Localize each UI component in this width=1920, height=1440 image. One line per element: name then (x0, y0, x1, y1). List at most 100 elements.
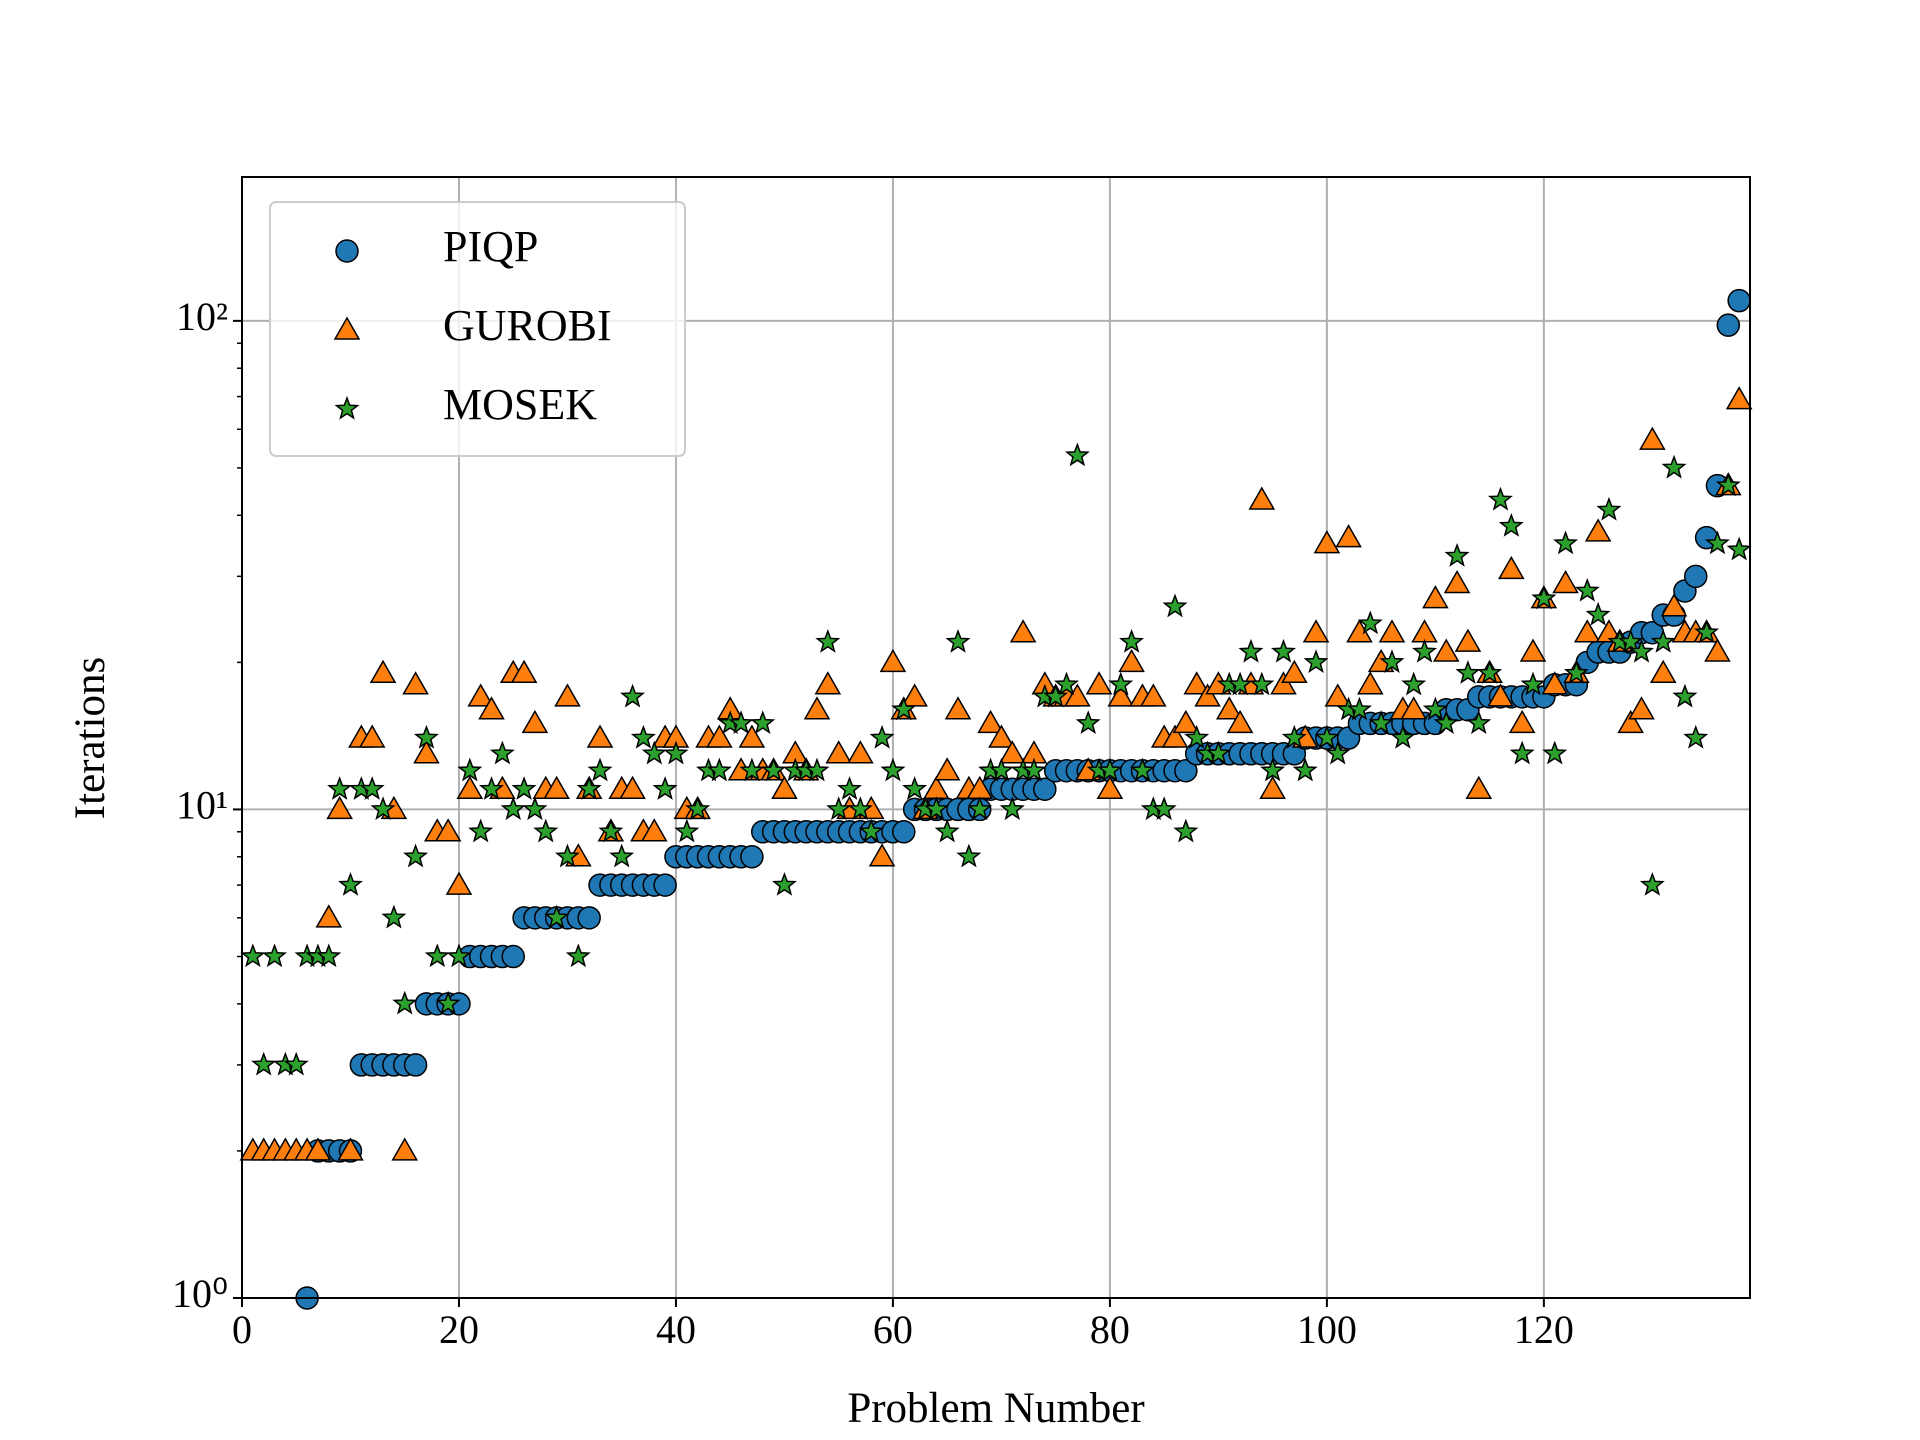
point (468, 818, 494, 843)
point (1356, 671, 1384, 695)
point (706, 757, 732, 782)
x-tick-label: 40 (656, 1307, 696, 1352)
point (1574, 577, 1600, 602)
point (1432, 638, 1460, 662)
point (1172, 709, 1200, 734)
point (944, 696, 972, 720)
point (1465, 775, 1493, 799)
point (738, 724, 766, 748)
point (1716, 313, 1741, 337)
y-tick-label: 10⁰ (172, 1271, 228, 1316)
point (1129, 757, 1155, 782)
point (1401, 671, 1427, 696)
point (1508, 709, 1536, 734)
point (543, 775, 570, 799)
point (327, 776, 353, 800)
x-tick-label: 60 (873, 1307, 913, 1352)
point (1335, 524, 1362, 548)
point (1281, 724, 1307, 749)
point (1519, 638, 1547, 662)
point (663, 740, 689, 765)
point (967, 796, 993, 821)
x-tick-label: 0 (232, 1307, 252, 1352)
point (1531, 585, 1557, 610)
point (998, 740, 1026, 764)
point (435, 990, 461, 1015)
point (1443, 570, 1471, 594)
point (869, 724, 895, 749)
point (1422, 696, 1448, 721)
point (945, 628, 971, 653)
point (392, 990, 418, 1015)
point (728, 710, 754, 735)
point (1346, 696, 1372, 721)
point (1498, 513, 1524, 537)
point (1596, 496, 1622, 521)
point (988, 724, 1015, 748)
point (674, 818, 700, 843)
point (1194, 683, 1221, 707)
point (413, 724, 439, 749)
legend-label: PIQP (443, 222, 538, 271)
x-tick-label: 80 (1090, 1307, 1130, 1352)
point (1704, 638, 1731, 662)
point (1368, 710, 1394, 735)
point (456, 775, 484, 799)
point (402, 671, 429, 695)
point (1227, 671, 1253, 696)
point (804, 757, 830, 782)
point (1119, 628, 1145, 653)
point (1249, 671, 1275, 696)
point (1043, 683, 1069, 708)
y-tick-label: 10¹ (176, 783, 228, 828)
point (1075, 710, 1101, 735)
point (630, 724, 656, 749)
point (1064, 442, 1090, 467)
point (358, 724, 386, 748)
point (685, 796, 711, 821)
point (565, 943, 591, 968)
point (814, 671, 842, 695)
point (316, 943, 342, 968)
point (1573, 619, 1601, 643)
point (1009, 619, 1037, 643)
point (1259, 775, 1286, 799)
point (403, 1053, 428, 1077)
point (413, 740, 440, 764)
point (283, 1051, 309, 1076)
point (1498, 555, 1525, 580)
point (522, 796, 548, 821)
point (815, 628, 841, 653)
point (521, 709, 549, 734)
point (1357, 610, 1383, 635)
point (1183, 671, 1210, 695)
point (598, 818, 624, 843)
point (369, 659, 397, 683)
point (1509, 740, 1535, 765)
legend-label: GUROBI (443, 301, 612, 350)
point (1649, 659, 1677, 683)
point (1033, 777, 1057, 801)
point (337, 1137, 364, 1161)
point (619, 775, 646, 799)
point (825, 740, 852, 764)
point (1161, 724, 1189, 748)
point (868, 843, 896, 867)
point (1173, 818, 1199, 843)
point (1455, 660, 1481, 684)
point (1684, 564, 1708, 589)
point (1726, 536, 1752, 561)
plot-area (239, 288, 1753, 1310)
point (847, 796, 873, 821)
point (1378, 619, 1406, 643)
point (391, 1137, 419, 1161)
point (1162, 593, 1188, 618)
point (999, 796, 1025, 821)
point (1629, 638, 1655, 663)
point (1487, 683, 1514, 707)
point (1390, 724, 1416, 749)
point (826, 796, 852, 821)
point (381, 904, 407, 929)
point (1184, 724, 1210, 749)
